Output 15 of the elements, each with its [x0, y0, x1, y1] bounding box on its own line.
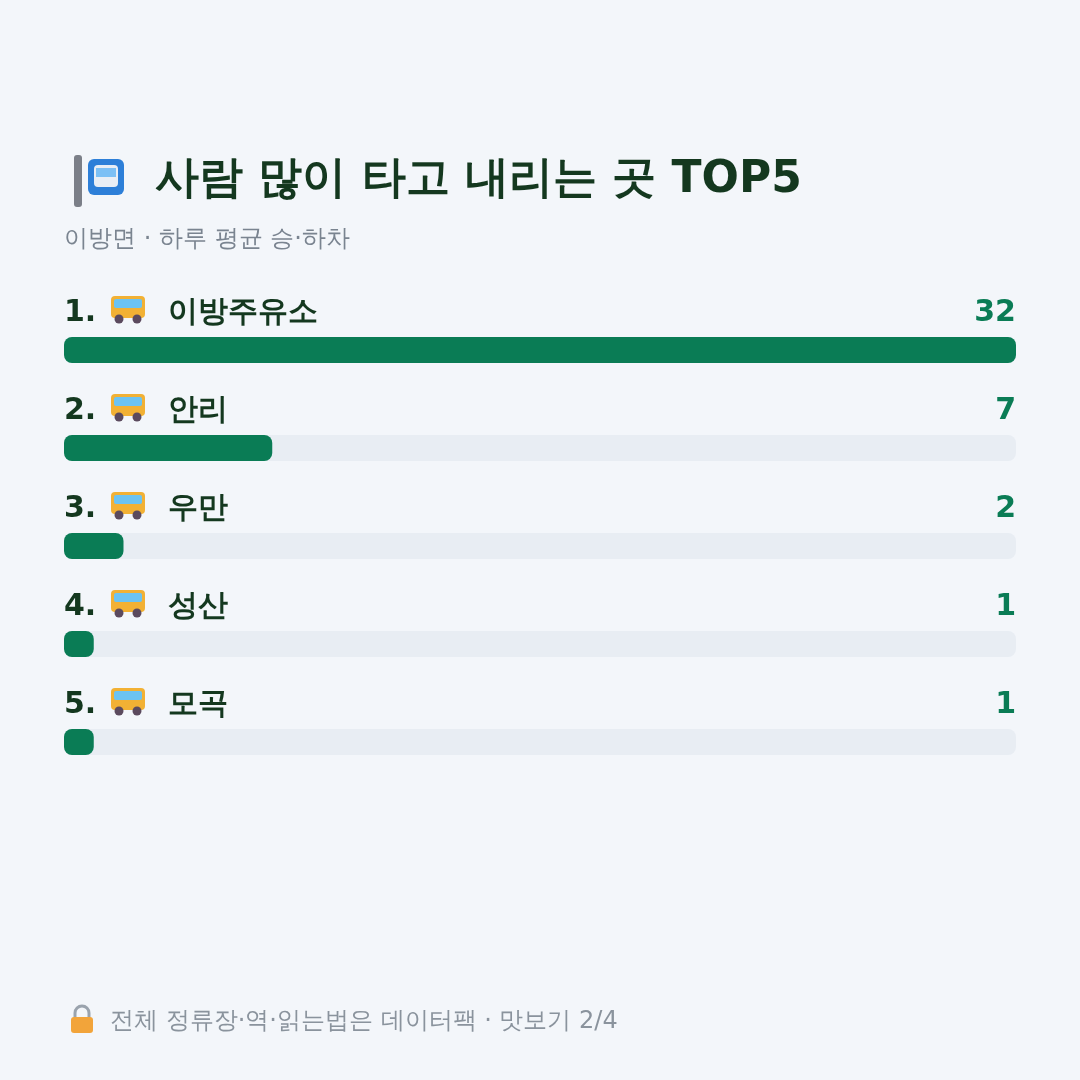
- data-label: 2: [995, 488, 1016, 524]
- bar: [64, 435, 273, 461]
- category-label: 3. 우만: [64, 488, 229, 524]
- text: 전체 정류장·역·읽는법은 데이터팩 · 맛보기 2/4: [110, 1005, 618, 1036]
- data-label: 1: [995, 586, 1016, 622]
- data-label: 32: [974, 292, 1016, 328]
- category-label: 5. 모곡: [64, 684, 229, 720]
- category-label: 4. 성산: [64, 586, 229, 622]
- bar: [64, 533, 124, 559]
- category-label: 2. 안리: [64, 390, 229, 426]
- data-label: 7: [995, 390, 1016, 426]
- chart-title: 사람 많이 타고 내리는 곳 TOP5: [155, 150, 802, 204]
- data-label: 1: [995, 684, 1016, 720]
- category-label: 1. 이방주유소: [64, 292, 319, 328]
- chart-subtitle: 이방면 · 하루 평균 승·하차: [64, 223, 350, 254]
